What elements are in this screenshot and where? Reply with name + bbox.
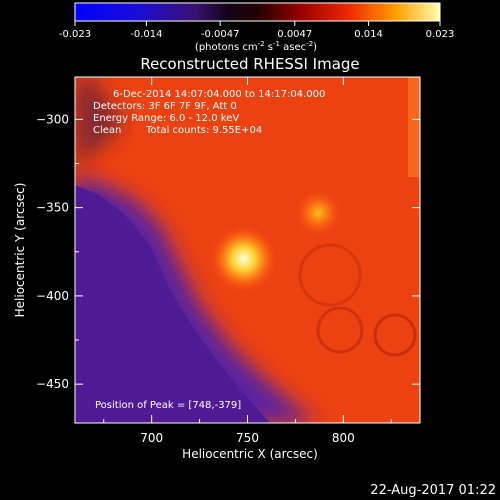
peak-position-label: Position of Peak = [748,-379] — [95, 400, 241, 411]
colorbar-tick-label: -0.014 — [130, 29, 162, 40]
x-tick-label: 750 — [236, 431, 259, 445]
y-axis-label: Heliocentric Y (arcsec) — [13, 183, 27, 318]
y-tick-label: −350 — [36, 201, 69, 215]
chart-title: Reconstructed RHESSI Image — [140, 55, 359, 73]
clean-label: Clean — [93, 125, 121, 136]
colorbar-tick-label: 0.023 — [426, 29, 455, 40]
total-counts-label: Total counts: 9.55E+04 — [145, 125, 262, 136]
energy-range-label: Energy Range: 6.0 - 12.0 keV — [93, 113, 239, 124]
colorbar-unit-label: (photons cm-2 s-1 asec-2) — [195, 40, 317, 53]
time-range-label: 6-Dec-2014 14:07:04.000 to 14:17:04.000 — [113, 89, 325, 100]
colorbar-tick-label: -0.0047 — [201, 29, 240, 40]
source-blob — [209, 224, 278, 293]
heatmap-image — [75, 77, 420, 423]
y-tick-label: −450 — [36, 377, 69, 391]
y-tick-label: −400 — [36, 289, 69, 303]
detectors-label: Detectors: 3F 6F 7F 9F, Att 0 — [93, 101, 237, 112]
x-tick-label: 800 — [332, 431, 355, 445]
x-tick-label: 700 — [140, 431, 163, 445]
footer-date: 22-Aug-2017 01:22 — [370, 483, 496, 498]
source-blob — [294, 188, 343, 237]
colorbar-tick-label: 0.0047 — [277, 29, 312, 40]
colorbar-ticks: -0.023 -0.014 -0.0047 0.0047 0.014 0.023 — [59, 21, 454, 40]
y-tick-label: −300 — [36, 112, 69, 126]
colorbar — [74, 2, 441, 22]
colorbar-tick-label: 0.014 — [354, 29, 383, 40]
x-axis-label: Heliocentric X (arcsec) — [182, 447, 318, 461]
colorbar-tick-label: -0.023 — [59, 29, 91, 40]
axis-ticks: 700 750 800 −300 −350 −400 −450 — [36, 77, 420, 445]
